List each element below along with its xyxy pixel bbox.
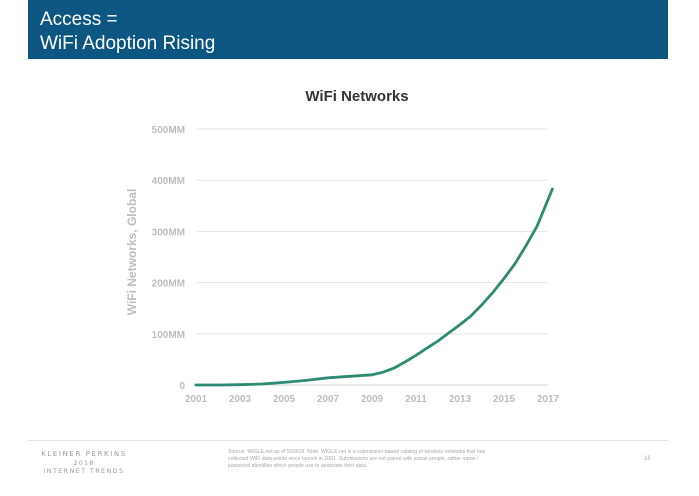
source-note: Source: WIGLE.net as of 5/29/18. Note: W… — [228, 449, 486, 470]
y-tick-label: 0 — [179, 381, 185, 392]
slide-title-line-2: WiFi Adoption Rising — [40, 33, 216, 54]
logo-line-3: INTERNET TRENDS — [43, 467, 125, 476]
y-tick-label: 500MM — [152, 125, 185, 136]
x-tick-label: 2005 — [273, 394, 296, 405]
y-tick-label: 400MM — [152, 176, 185, 187]
series-line-0 — [194, 187, 554, 387]
x-tick-label: 2003 — [229, 394, 252, 405]
gridlines — [196, 128, 548, 386]
x-tick-label: 2017 — [537, 394, 560, 405]
wifi-networks-chart: WiFi Networks 0 100MM 200MM 300MM 400MM 500MM… — [125, 88, 560, 405]
page-number: 16 — [644, 456, 651, 462]
footer-divider — [28, 440, 668, 441]
chart-title: WiFi Networks — [305, 88, 408, 105]
x-axis-ticks: 2001 2003 2005 2007 2009 2011 2013 2015 2017 — [185, 394, 560, 405]
x-tick-label: 2015 — [493, 394, 516, 405]
logo-line-1: KLEINER PERKINS — [41, 450, 127, 458]
logo-line-2: 2018 — [73, 458, 95, 467]
y-tick-label: 300MM — [152, 227, 185, 238]
x-tick-label: 2011 — [405, 394, 427, 405]
y-axis-label: WiFi Networks, Global — [125, 189, 139, 316]
slide-header: Access = WiFi Adoption Rising — [28, 0, 668, 59]
y-axis-ticks: 0 100MM 200MM 300MM 400MM 500MM — [152, 125, 186, 392]
x-tick-label: 2009 — [361, 394, 384, 405]
y-tick-label: 100MM — [152, 330, 185, 341]
x-tick-label: 2007 — [317, 394, 340, 405]
kleiner-perkins-logo: KLEINER PERKINS 2018 INTERNET TRENDS — [28, 450, 140, 476]
x-tick-label: 2013 — [449, 394, 472, 405]
slide-title-line-1: Access = — [40, 9, 118, 30]
x-tick-label: 2001 — [185, 394, 208, 405]
y-tick-label: 200MM — [152, 279, 185, 290]
series-group — [194, 187, 554, 387]
